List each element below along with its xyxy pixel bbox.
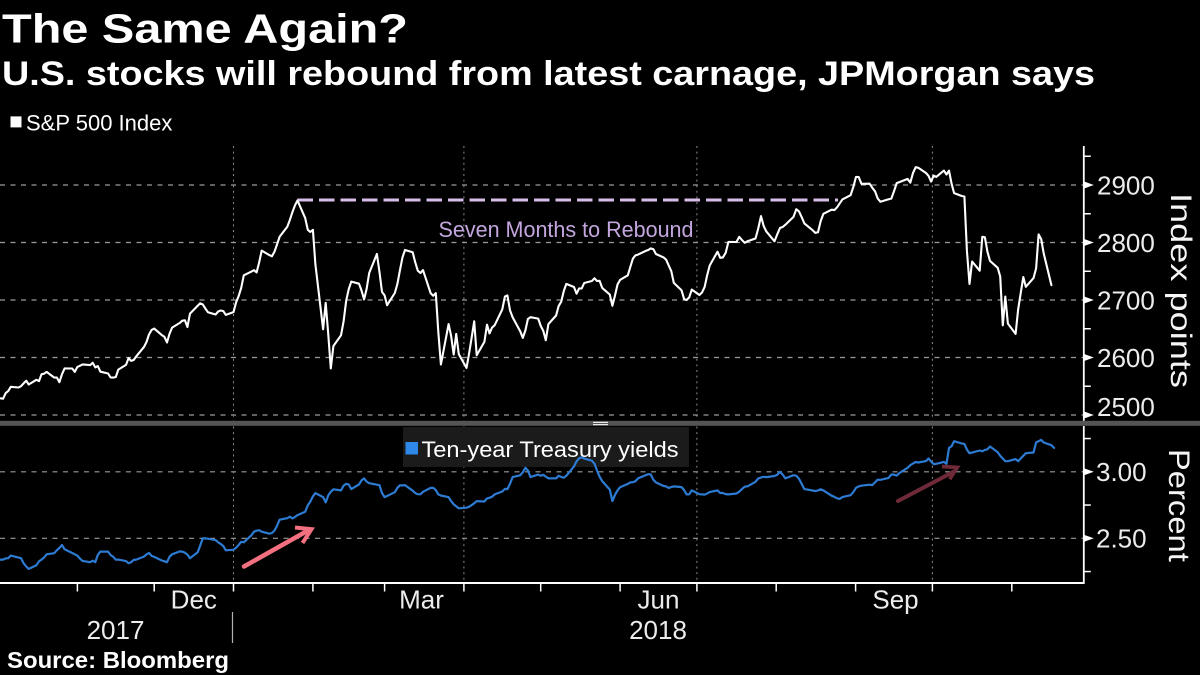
svg-text:2800: 2800 — [1097, 228, 1155, 258]
svg-text:Jun: Jun — [638, 585, 680, 615]
svg-text:S&P 500 Index: S&P 500 Index — [26, 111, 172, 136]
svg-text:2700: 2700 — [1097, 285, 1155, 315]
svg-text:U.S. stocks will rebound from: U.S. stocks will rebound from latest car… — [2, 55, 1095, 93]
svg-text:Percent: Percent — [1162, 449, 1195, 563]
svg-text:2018: 2018 — [629, 615, 687, 645]
svg-text:2900: 2900 — [1097, 170, 1155, 200]
svg-text:Sep: Sep — [872, 585, 918, 615]
svg-text:Dec: Dec — [171, 585, 217, 615]
svg-text:2600: 2600 — [1097, 343, 1155, 373]
svg-text:2500: 2500 — [1097, 392, 1155, 422]
svg-text:The Same Again?: The Same Again? — [2, 6, 408, 52]
svg-text:Mar: Mar — [399, 585, 444, 615]
svg-text:Seven Months to Rebound: Seven Months to Rebound — [439, 217, 694, 242]
svg-text:Ten-year Treasury yields: Ten-year Treasury yields — [422, 437, 679, 462]
svg-text:Index points: Index points — [1164, 193, 1197, 388]
svg-text:2017: 2017 — [87, 615, 145, 645]
svg-text:2.50: 2.50 — [1096, 524, 1147, 554]
svg-text:Source: Bloomberg: Source: Bloomberg — [7, 647, 229, 673]
svg-text:3.00: 3.00 — [1096, 457, 1147, 487]
